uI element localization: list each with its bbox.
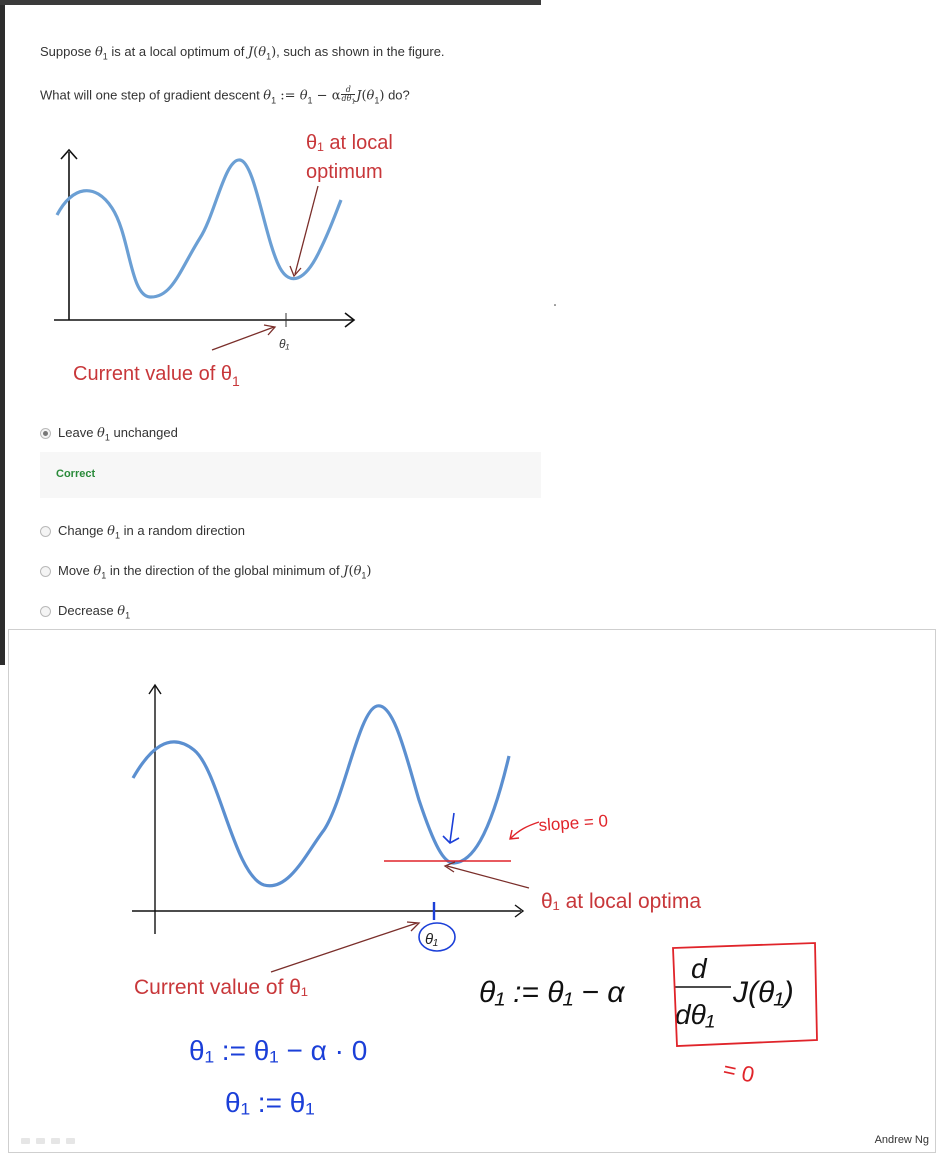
slide-axis-theta: θ₁ bbox=[425, 931, 438, 948]
derivative-box bbox=[672, 942, 818, 1047]
slide-x-axis-arrow bbox=[514, 904, 525, 918]
author-credit: Andrew Ng bbox=[874, 1134, 929, 1146]
radio-icon[interactable] bbox=[40, 606, 51, 618]
question-figure: θ₁ θ₁ at local optimum Current value of … bbox=[54, 132, 556, 389]
local-optima-arrow bbox=[446, 865, 530, 889]
feedback-correct: Correct bbox=[56, 468, 96, 480]
equals-zero-note: = 0 bbox=[721, 1056, 757, 1087]
slide-current-arrow bbox=[270, 922, 418, 973]
local-optimum-arrow bbox=[294, 185, 319, 275]
circled-theta bbox=[418, 922, 456, 952]
slope-note: slope = 0 bbox=[538, 811, 609, 835]
lecture-figure: slope = 0 θ₁ at local optima θ₁ Current … bbox=[131, 683, 818, 1118]
down-arrow-mark bbox=[442, 812, 460, 844]
left-bar bbox=[0, 5, 5, 665]
question-line-2: What will one step of gradient descent θ… bbox=[40, 85, 410, 106]
current-value-arrow bbox=[211, 326, 275, 351]
pen-tool-icon[interactable] bbox=[21, 1138, 30, 1144]
option-decrease[interactable]: Decrease θ1 bbox=[40, 603, 130, 621]
current-value-label: Current value of θ1 bbox=[73, 363, 240, 389]
feedback-box: Correct bbox=[40, 452, 541, 498]
lecture-slide: slope = 0 θ₁ at local optima θ₁ Current … bbox=[8, 629, 936, 1153]
radio-selected-icon[interactable] bbox=[40, 428, 51, 440]
slide-y-axis-arrow bbox=[148, 683, 162, 695]
local-optima-label: θ₁ at local optima bbox=[541, 890, 701, 913]
option-global-minimum[interactable]: Move θ1 in the direction of the global m… bbox=[40, 563, 371, 581]
slope-note-arrow bbox=[509, 821, 540, 840]
update-rule-right: J(θ₁) bbox=[732, 976, 794, 1009]
radio-icon[interactable] bbox=[40, 526, 51, 538]
pencil-tool-icon[interactable] bbox=[36, 1138, 45, 1144]
x-axis-arrow bbox=[344, 312, 356, 328]
next-arrow-icon[interactable] bbox=[66, 1138, 75, 1144]
cost-curve bbox=[55, 158, 343, 299]
fraction-bottom: dθ₁ bbox=[675, 999, 715, 1030]
option-random-direction[interactable]: Change θ1 in a random direction bbox=[40, 523, 245, 541]
hand-line-2: θ₁ := θ₁ bbox=[225, 1087, 315, 1118]
radio-icon[interactable] bbox=[40, 566, 51, 578]
slide-current-label: Current value of θ₁ bbox=[134, 976, 308, 999]
local-optimum-label-line1: θ₁ at local bbox=[306, 132, 393, 154]
question-line-1: Suppose θ1 is at a local optimum of J(θ1… bbox=[40, 44, 445, 62]
option-leave-unchanged[interactable]: Leave θ1 unchanged bbox=[40, 425, 178, 443]
axis-theta-label: θ₁ bbox=[279, 337, 290, 351]
local-optimum-arrowhead bbox=[289, 265, 302, 278]
current-value-arrowhead bbox=[263, 324, 277, 336]
fraction-top: d bbox=[691, 953, 708, 984]
slide-cost-curve bbox=[131, 704, 511, 888]
hand-line-1: θ₁ := θ₁ − α · 0 bbox=[189, 1035, 367, 1066]
local-optima-arrowhead bbox=[443, 861, 456, 873]
stray-dot bbox=[554, 304, 556, 306]
update-rule-left: θ₁ := θ₁ − α bbox=[479, 976, 625, 1009]
y-axis-arrow bbox=[60, 148, 78, 160]
top-bar bbox=[0, 0, 541, 5]
slide-toolbar[interactable] bbox=[21, 1138, 75, 1144]
eraser-tool-icon[interactable] bbox=[51, 1138, 60, 1144]
local-optimum-label-line2: optimum bbox=[306, 161, 383, 183]
slide-current-arrowhead bbox=[406, 921, 421, 932]
